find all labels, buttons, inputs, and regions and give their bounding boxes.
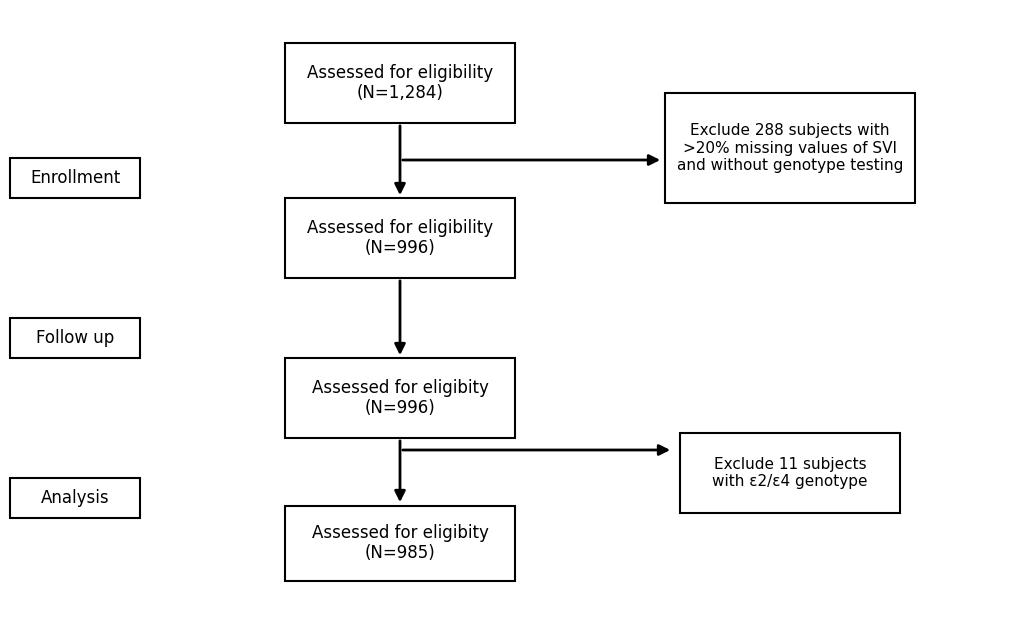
Bar bbox=[284, 358, 515, 438]
Text: Follow up: Follow up bbox=[36, 329, 114, 347]
Bar bbox=[284, 198, 515, 278]
Text: Assessed for eligibility
(N=1,284): Assessed for eligibility (N=1,284) bbox=[307, 64, 492, 103]
Text: Assessed for eligibility
(N=996): Assessed for eligibility (N=996) bbox=[307, 219, 492, 258]
Text: Exclude 11 subjects
with ε2/ε4 genotype: Exclude 11 subjects with ε2/ε4 genotype bbox=[711, 457, 867, 489]
Bar bbox=[284, 506, 515, 580]
Bar bbox=[680, 433, 899, 513]
Bar bbox=[10, 158, 140, 198]
Bar bbox=[664, 93, 914, 203]
Bar bbox=[10, 318, 140, 358]
Bar bbox=[284, 43, 515, 123]
Text: Assessed for eligibity
(N=985): Assessed for eligibity (N=985) bbox=[311, 523, 488, 562]
Text: Enrollment: Enrollment bbox=[30, 169, 120, 187]
Text: Assessed for eligibity
(N=996): Assessed for eligibity (N=996) bbox=[311, 379, 488, 417]
Text: Analysis: Analysis bbox=[41, 489, 109, 507]
Text: Exclude 288 subjects with
>20% missing values of SVI
and without genotype testin: Exclude 288 subjects with >20% missing v… bbox=[677, 123, 902, 173]
Bar bbox=[10, 478, 140, 518]
